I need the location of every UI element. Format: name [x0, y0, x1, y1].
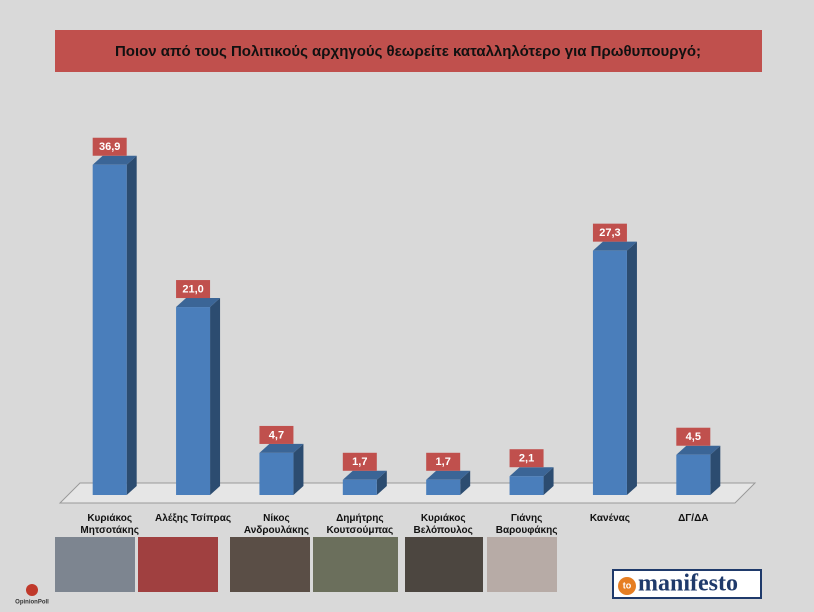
bar-face [176, 307, 211, 495]
photo [313, 537, 398, 592]
bar-face [543, 467, 554, 495]
value-label: 2,1 [519, 453, 534, 465]
value-label-box [676, 427, 711, 446]
bar-face [342, 470, 387, 480]
x-tick-label: Γιάνης Βαρουφάκης [495, 513, 558, 536]
value-label-box [509, 449, 544, 468]
bar [92, 155, 137, 495]
x-tick-label: Δημήτρης Κουτσούμπας [326, 513, 394, 536]
bar [176, 298, 221, 495]
bar [676, 445, 721, 495]
bar-face [342, 479, 377, 495]
bar-face [592, 241, 637, 251]
bar [509, 467, 554, 495]
bar-face [509, 467, 554, 477]
left-logo: OpinionPoll [15, 600, 49, 606]
value-label: 36,9 [99, 141, 120, 153]
value-label: 27,3 [599, 227, 620, 239]
bar-face [626, 241, 637, 495]
title-box [55, 30, 762, 72]
right-logo-prefix: to [623, 580, 632, 590]
value-label: 4,7 [269, 429, 284, 441]
right-logo-box [612, 569, 762, 599]
bar-face [126, 155, 137, 495]
chart-title: Ποιον από τους Πολιτικούς αρχηγούς θεωρε… [115, 43, 701, 60]
bar [342, 470, 387, 495]
photo [487, 537, 557, 592]
value-label: 21,0 [182, 283, 203, 295]
bar-face [92, 164, 127, 495]
bar-face [259, 452, 294, 495]
photos [55, 537, 557, 592]
bar-face [376, 470, 387, 495]
floor [58, 482, 757, 504]
bar [259, 443, 304, 495]
x-tick-label: Νίκος Ανδρουλάκης [243, 513, 309, 536]
x-tick-label: Κανένας [589, 513, 630, 524]
value-label-box [342, 452, 377, 471]
bar-face [592, 250, 627, 495]
bar-face [426, 479, 461, 495]
x-tick-label: ΔΓ/ΔΑ [678, 513, 709, 524]
right-logo: manifesto [638, 571, 738, 597]
bar-face [509, 476, 544, 495]
bar-face [293, 443, 304, 495]
photo [55, 537, 135, 592]
logo-icon [26, 584, 38, 596]
value-label-box [92, 137, 127, 156]
value-label: 1,7 [352, 456, 367, 468]
value-label-box [426, 452, 461, 471]
bar-face [710, 445, 721, 495]
x-tick-label: Κυριάκος Μητσοτάκης [80, 513, 139, 536]
bar-face [259, 443, 304, 453]
bar-face [676, 454, 711, 495]
x-tick-label: Κυριάκος Βελόπουλος [413, 513, 473, 536]
bar [426, 470, 471, 495]
value-label-box [259, 425, 294, 444]
bar-face [176, 298, 221, 308]
photo [405, 537, 483, 592]
logo-icon [618, 577, 636, 595]
x-tick-label: Αλέξης Τσίπρας [155, 513, 232, 524]
photo [230, 537, 310, 592]
bar-face [92, 155, 137, 165]
bar-face [210, 298, 221, 495]
bar-face [460, 470, 471, 495]
bar-face [676, 445, 721, 455]
photo [138, 537, 218, 592]
bar-face [426, 470, 471, 480]
value-label-box [592, 223, 627, 242]
value-label-box [176, 280, 211, 299]
bar [592, 241, 637, 495]
value-label: 1,7 [436, 456, 451, 468]
value-label: 4,5 [686, 431, 701, 443]
